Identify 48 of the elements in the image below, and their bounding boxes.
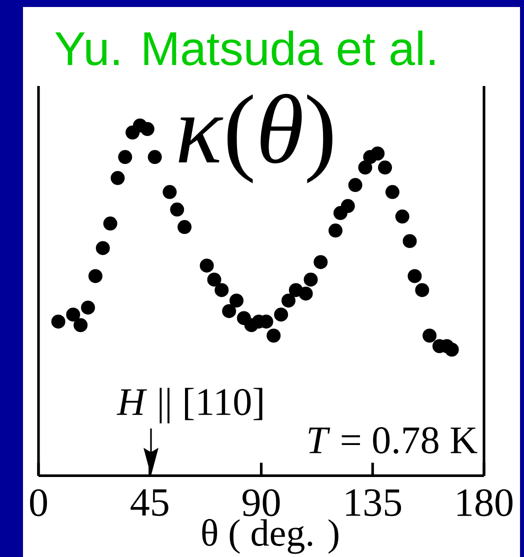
x-tick-label: 135: [346, 489, 402, 516]
point: [110, 171, 125, 186]
x-tick-label: 90: [242, 489, 280, 516]
x-tick-label: 0: [30, 489, 47, 516]
point: [207, 272, 222, 287]
point: [348, 178, 362, 192]
point: [444, 342, 459, 357]
point: [51, 314, 66, 329]
point: [415, 283, 430, 298]
annotation: T = 0.78 K: [308, 427, 478, 454]
x-tick-label: 45: [130, 489, 168, 516]
point: [298, 286, 313, 301]
point: [118, 150, 132, 164]
point: [281, 294, 296, 308]
point: [395, 210, 410, 224]
point: [385, 185, 400, 200]
point: [266, 328, 281, 343]
point: [66, 308, 80, 322]
point: [328, 224, 342, 238]
point: [178, 220, 192, 234]
x-tick-label: 180: [458, 489, 512, 516]
chart-title: Yu. Matsuda et al.: [55, 30, 434, 66]
point: [74, 318, 88, 332]
point: [140, 122, 154, 136]
point: [358, 160, 372, 175]
point: [96, 241, 110, 256]
point: [378, 160, 392, 175]
point: [214, 283, 229, 298]
point: [230, 294, 244, 308]
point: [304, 272, 318, 287]
point: [200, 258, 214, 273]
x-axis-title: θ ( deg. ): [202, 519, 338, 554]
point: [148, 150, 162, 164]
point: [170, 202, 184, 217]
point: [422, 328, 437, 343]
point: [162, 185, 177, 200]
annotation: κ(θ): [178, 94, 332, 184]
point: [88, 269, 102, 284]
point: [274, 308, 288, 322]
point: [314, 255, 328, 270]
point: [81, 300, 95, 315]
point: [103, 216, 118, 231]
point: [222, 304, 236, 318]
annotation: H || [110]: [116, 388, 262, 424]
point: [340, 199, 355, 214]
point: [370, 146, 385, 161]
point: [402, 234, 417, 248]
point: [408, 269, 422, 284]
